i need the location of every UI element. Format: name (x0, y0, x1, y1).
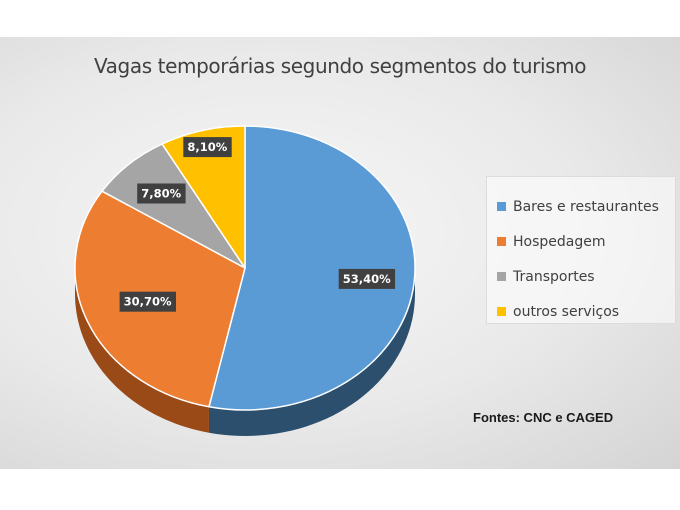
data-label-bares: 53,40% (338, 268, 396, 289)
pie-slices (74, 125, 416, 411)
legend: Bares e restaurantes Hospedagem Transpor… (486, 176, 676, 324)
data-label-transportes: 7,80% (137, 183, 186, 204)
pie-slice-outros (161, 125, 246, 269)
legend-label: Bares e restaurantes (513, 198, 659, 215)
data-label-outros: 8,10% (183, 137, 232, 158)
pie-data-labels: 53,40% 30,70% 7,80% 8,10% (119, 137, 396, 312)
legend-label: outros serviços (513, 303, 620, 320)
legend-swatch (497, 307, 506, 316)
legend-label: Transportes (513, 268, 595, 285)
legend-swatch (497, 272, 506, 281)
data-label-text: 7,80% (141, 187, 181, 201)
pie-sides (75, 268, 415, 436)
source-note: Fontes: CNC e CAGED (473, 410, 614, 425)
data-label-box (183, 137, 232, 158)
data-label-text: 53,40% (343, 272, 391, 286)
legend-item-hospedagem: Hospedagem (497, 224, 675, 259)
pie-side-bares (208, 268, 415, 436)
legend-swatch (497, 202, 506, 211)
pie-slice-bares (208, 125, 416, 411)
data-label-text: 30,70% (124, 295, 172, 309)
chart-title: Vagas temporárias segundo segmentos do t… (93, 54, 587, 78)
data-label-box (338, 268, 396, 289)
data-label-hospedagem: 30,70% (119, 291, 176, 312)
data-label-box (137, 183, 186, 204)
legend-item-bares: Bares e restaurantes (497, 189, 675, 224)
pie-side-hospedagem (75, 268, 209, 433)
legend-item-outros: outros serviços (497, 294, 675, 329)
legend-swatch (497, 237, 506, 246)
legend-item-transportes: Transportes (497, 259, 675, 294)
legend-label: Hospedagem (513, 233, 606, 250)
data-label-box (119, 291, 176, 312)
data-label-text: 8,10% (187, 140, 227, 154)
